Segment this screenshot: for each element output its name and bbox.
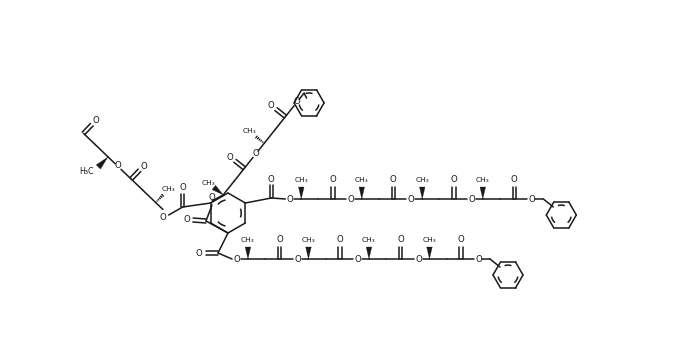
Text: O: O — [511, 175, 518, 184]
Text: O: O — [336, 236, 343, 245]
Text: CH₃: CH₃ — [162, 186, 176, 192]
Polygon shape — [366, 247, 372, 259]
Text: O: O — [234, 254, 240, 263]
Text: O: O — [184, 215, 191, 224]
Text: O: O — [458, 236, 464, 245]
Polygon shape — [306, 247, 311, 259]
Text: O: O — [268, 174, 274, 184]
Text: H₃C: H₃C — [80, 167, 94, 176]
Text: O: O — [195, 249, 202, 258]
Text: O: O — [294, 254, 301, 263]
Text: O: O — [408, 195, 415, 203]
Text: O: O — [347, 195, 354, 203]
Text: O: O — [294, 97, 300, 106]
Polygon shape — [359, 187, 364, 199]
Text: O: O — [159, 212, 166, 222]
Polygon shape — [480, 187, 486, 199]
Text: O: O — [529, 195, 536, 203]
Text: CH₃: CH₃ — [242, 128, 256, 134]
Text: O: O — [450, 175, 457, 184]
Text: O: O — [179, 184, 186, 193]
Text: CH₃: CH₃ — [362, 237, 376, 243]
Text: O: O — [227, 153, 234, 161]
Text: CH₃: CH₃ — [302, 237, 315, 243]
Text: O: O — [469, 195, 475, 203]
Text: O: O — [330, 175, 336, 184]
Polygon shape — [96, 157, 108, 169]
Text: O: O — [355, 254, 362, 263]
Polygon shape — [245, 247, 251, 259]
Text: O: O — [114, 161, 121, 170]
Text: O: O — [93, 116, 99, 125]
Text: O: O — [475, 254, 482, 263]
Text: CH₃: CH₃ — [423, 237, 437, 243]
Text: CH₃: CH₃ — [476, 177, 490, 183]
Text: O: O — [276, 236, 283, 245]
Text: CH₃: CH₃ — [202, 180, 215, 186]
Text: CH₃: CH₃ — [241, 237, 255, 243]
Text: O: O — [287, 195, 294, 203]
Text: O: O — [390, 175, 397, 184]
Text: O: O — [253, 149, 259, 158]
Text: O: O — [415, 254, 422, 263]
Text: CH₃: CH₃ — [415, 177, 429, 183]
Text: O: O — [397, 236, 404, 245]
Text: CH₃: CH₃ — [355, 177, 368, 183]
Text: O: O — [268, 101, 274, 110]
Text: O: O — [140, 161, 147, 171]
Text: O: O — [208, 194, 215, 202]
Text: CH₃: CH₃ — [294, 177, 308, 183]
Polygon shape — [212, 185, 223, 195]
Polygon shape — [419, 187, 425, 199]
Polygon shape — [298, 187, 304, 199]
Polygon shape — [427, 247, 432, 259]
